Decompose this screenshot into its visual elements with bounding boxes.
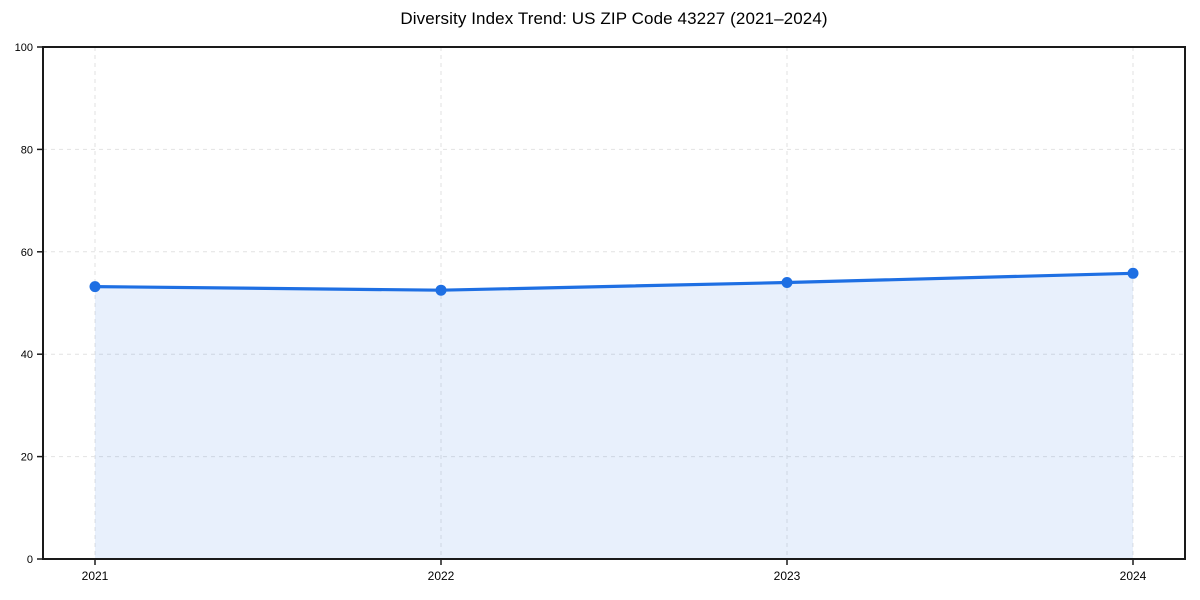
data-point-marker bbox=[781, 277, 793, 289]
y-tick-label: 80 bbox=[21, 144, 33, 156]
y-tick-label: 0 bbox=[27, 554, 33, 566]
trend-line bbox=[93, 271, 1135, 292]
y-tick-label: 20 bbox=[21, 452, 33, 464]
y-tick-label: 100 bbox=[15, 42, 33, 54]
x-tick-label: 2021 bbox=[82, 569, 109, 583]
axes-frame bbox=[42, 46, 1186, 560]
x-tick-label: 2022 bbox=[428, 569, 455, 583]
data-point-marker bbox=[1127, 267, 1139, 279]
chart-title: Diversity Index Trend: US ZIP Code 43227… bbox=[400, 9, 828, 28]
x-tick-label: 2023 bbox=[774, 569, 801, 583]
data-point-marker bbox=[435, 284, 447, 296]
data-point-marker bbox=[89, 281, 101, 293]
area-fill bbox=[95, 273, 1133, 559]
x-tick-label: 2024 bbox=[1120, 569, 1147, 583]
y-tick-label: 60 bbox=[21, 247, 33, 259]
y-tick-label: 40 bbox=[21, 349, 33, 361]
